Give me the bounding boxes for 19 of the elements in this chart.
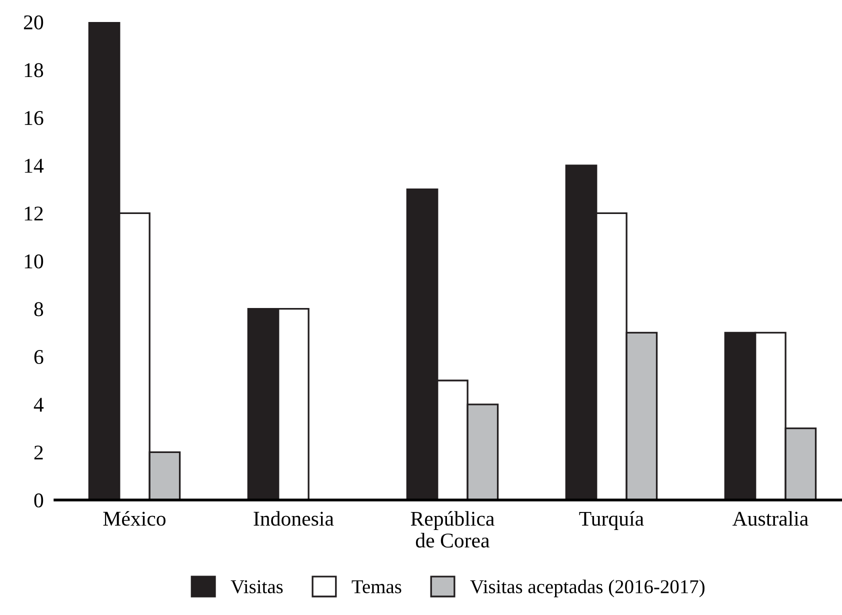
x-tick-label: Indonesia [254,511,334,526]
y-tick-label: 2 [34,446,43,460]
y-tick-label: 4 [34,398,44,412]
x-tick-label: Turquía [579,511,644,530]
x-tick-label: Australia [732,511,808,526]
y-tick-label: 14 [24,158,44,173]
y-tick-label: 0 [34,493,44,508]
y-tick-label: 6 [34,350,44,364]
y-tick-label: 16 [24,111,44,126]
x-tick-label: República de Corea [410,511,494,548]
y-tick-label: 12 [24,206,43,220]
x-tick-label: México [103,511,166,526]
legend-label: Temas [352,580,402,594]
legend-label: Visitas aceptadas (2016-2017) [470,580,704,598]
y-tick-label: 20 [24,15,44,30]
y-tick-label: 8 [34,302,44,316]
y-tick-label: 10 [24,254,44,268]
y-tick-label: 18 [24,63,44,78]
legend-label: Visitas [230,580,283,594]
